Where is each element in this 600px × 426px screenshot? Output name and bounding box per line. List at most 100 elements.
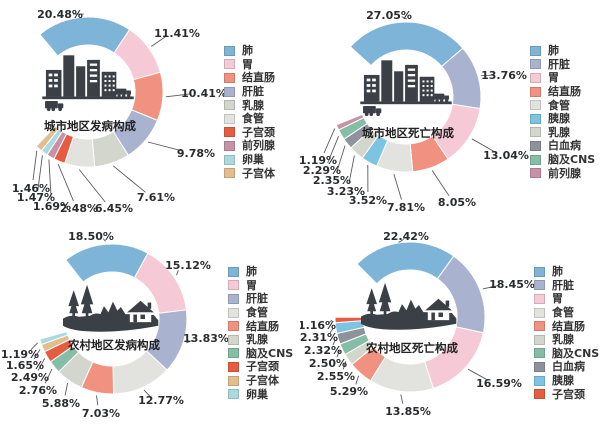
leader-line <box>329 328 334 334</box>
legend: 肺胃结直肠 肝脏 乳腺 食管 子宫颈 前列腺 卵巢 子宫体 <box>224 44 275 180</box>
legend-swatch <box>534 334 545 345</box>
legend-item: 胃 <box>224 58 275 72</box>
legend-swatch <box>534 321 545 332</box>
leader-line <box>400 394 404 404</box>
percent-label: 5.29% <box>330 385 368 398</box>
legend-item: 胰腺 <box>530 112 595 126</box>
percent-label: 2.76% <box>19 384 57 397</box>
legend-swatch <box>534 389 545 400</box>
legend-item: 食管 <box>530 98 595 112</box>
legend-swatch <box>228 266 239 277</box>
donut-chart: 20.48%11.41%10.41%9.78%7.61%6.45%2.48%1.… <box>12 8 227 213</box>
village-icon <box>361 282 457 330</box>
legend-swatch <box>530 140 541 151</box>
leader-line <box>165 93 192 98</box>
legend: 肺肝脏胃食管 结直肠 乳腺 脑及CNS 白血病 胰腺 子宫颈 <box>534 265 599 401</box>
leader-line <box>143 389 151 397</box>
legend-label: 结直肠 <box>246 319 279 333</box>
leader-line <box>33 349 41 360</box>
legend-label: 胃 <box>548 71 559 85</box>
legend-item: 结直肠 <box>530 85 595 99</box>
legend-label: 肺 <box>552 265 563 279</box>
percent-label: 1.19% <box>300 154 337 167</box>
leader-line <box>64 383 69 396</box>
percent-label: 18.50% <box>68 230 114 243</box>
percent-label: 13.85% <box>385 405 431 418</box>
percent-label: 2.31% <box>300 331 338 344</box>
percent-label: 5.88% <box>42 397 80 410</box>
leader-line <box>96 395 99 406</box>
legend-swatch <box>224 140 235 151</box>
legend-swatch <box>224 45 235 56</box>
legend-swatch <box>530 113 541 124</box>
percent-label: 1.46% <box>12 182 50 195</box>
legend-label: 白血病 <box>552 360 585 374</box>
chart-title: 城市地区死亡构成 <box>362 126 454 140</box>
legend-label: 前列腺 <box>242 139 275 153</box>
leader-line <box>102 238 106 242</box>
legend-swatch <box>534 280 545 291</box>
legend-item: 子宫颈 <box>228 360 293 374</box>
legend-item: 乳腺 <box>534 333 599 347</box>
leader-line <box>348 155 355 184</box>
percent-label: 1.65% <box>6 359 44 372</box>
legend-item: 白血病 <box>534 360 599 374</box>
legend-item: 卵巢 <box>228 387 293 401</box>
legend-swatch <box>224 168 235 179</box>
legend-swatch <box>534 293 545 304</box>
legend-swatch <box>228 321 239 332</box>
percent-label: 1.69% <box>33 200 71 213</box>
percent-label: 2.48% <box>60 202 98 213</box>
leader-line <box>431 170 450 196</box>
chart-urban-mortality: 27.05% 13.76% 13.04% 8.05% 7.81% 3.52% 3.23% 2.… <box>300 0 600 213</box>
legend-label: 肝脏 <box>548 57 570 71</box>
legend-swatch <box>224 154 235 165</box>
leader-line <box>186 339 194 344</box>
legend-label: 乳腺 <box>246 333 268 347</box>
leader-line <box>30 342 39 351</box>
percent-label: 20.48% <box>37 8 83 21</box>
leader-line <box>112 165 146 193</box>
leader-line <box>323 128 336 154</box>
legend-label: 脑及CNS <box>246 346 294 360</box>
donut-segment <box>335 113 365 131</box>
percent-label: 2.35% <box>313 174 351 187</box>
legend-swatch <box>534 361 545 372</box>
legend-item: 肝脏 <box>224 85 275 99</box>
leader-line <box>332 339 336 346</box>
donut-chart: 22.42%18.45%16.59%13.85%5.29%2.55%2.50%2… <box>300 230 535 418</box>
city-icon <box>360 60 452 117</box>
legend-label: 子宫体 <box>242 166 275 180</box>
percent-label: 1.47% <box>17 191 55 204</box>
legend-item: 胃 <box>534 292 599 306</box>
percent-label: 2.50% <box>309 357 347 370</box>
percent-label: 7.61% <box>137 191 175 204</box>
percent-label: 1.19% <box>1 348 39 361</box>
legend-label: 肝脏 <box>552 278 574 292</box>
legend-item: 子宫体 <box>228 374 293 388</box>
legend-item: 胃 <box>228 279 293 293</box>
percent-label: 2.55% <box>317 370 355 383</box>
percent-label: 12.77% <box>138 394 184 407</box>
legend-label: 乳腺 <box>548 125 570 139</box>
donut-segment <box>349 21 464 68</box>
percent-label: 27.05% <box>366 9 412 22</box>
leader-line <box>78 169 106 203</box>
legend-swatch <box>228 280 239 291</box>
legend-label: 肺 <box>548 44 559 58</box>
legend-label: 子宫体 <box>246 374 279 388</box>
percent-label: 3.23% <box>327 185 365 198</box>
legend-label: 食管 <box>242 112 264 126</box>
percent-label: 9.78% <box>177 147 215 160</box>
percent-label: 2.49% <box>11 371 49 384</box>
legend-item: 乳腺 <box>228 333 293 347</box>
chart-urban-incidence: 20.48% 11.41% 10.41% 9.78% 7.61% 6.45% 2.48% 1.… <box>0 0 300 213</box>
legend-swatch <box>228 348 239 359</box>
legend-swatch <box>534 307 545 318</box>
leader-line <box>467 368 488 381</box>
percent-label: 8.05% <box>438 196 476 209</box>
leader-line <box>393 173 402 200</box>
percent-label: 2.29% <box>303 164 341 177</box>
legend-label: 胃 <box>242 57 253 71</box>
